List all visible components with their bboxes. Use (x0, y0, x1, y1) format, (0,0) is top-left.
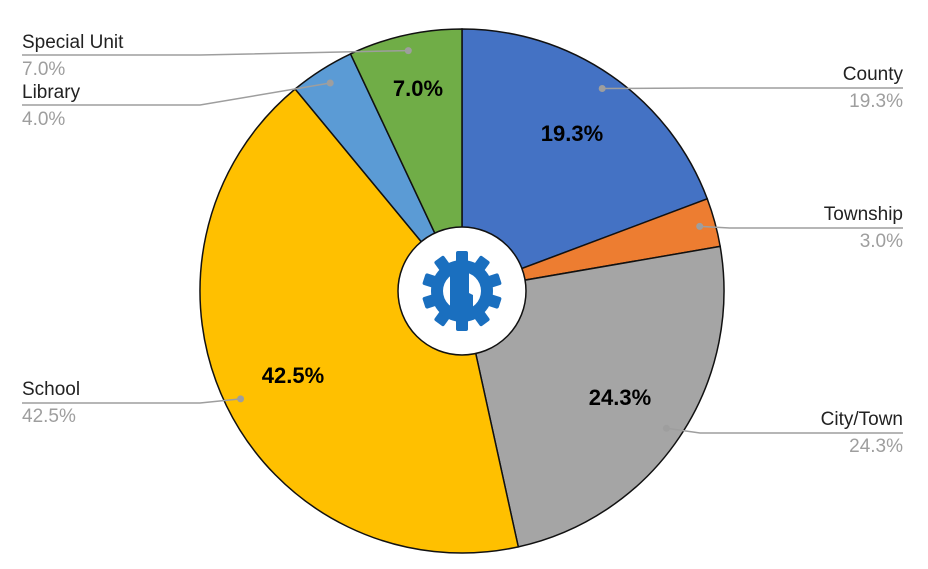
pie-slices (199, 28, 725, 554)
inner-label-special-unit: 7.0% (393, 76, 443, 101)
label-school: School (22, 379, 80, 400)
leader-lines (22, 47, 903, 434)
leader-dot-school (237, 395, 245, 403)
label-city-town-pct: 24.3% (849, 436, 903, 457)
leader-line-special-unit (22, 49, 409, 56)
leader-dot-city-town (662, 424, 670, 432)
leader-line-city-town (666, 427, 903, 434)
leader-dot-township (696, 222, 704, 230)
label-library-pct: 4.0% (22, 109, 65, 130)
label-library: Library (22, 82, 81, 103)
donut-center (397, 226, 527, 356)
label-township: Township (824, 204, 903, 225)
label-school-pct: 42.5% (22, 406, 76, 427)
label-city-town: City/Town (821, 409, 903, 430)
leader-line-school (22, 398, 241, 404)
leader-dot-special-unit (404, 47, 412, 55)
outer-labels: County 19.3% Township 3.0% City/Town 24.… (22, 32, 903, 457)
leader-dot-library (326, 79, 334, 87)
slice-school (199, 87, 520, 554)
slice-special-unit (349, 28, 463, 292)
inner-labels: 19.3% 24.3% 42.5% 7.0% (262, 76, 651, 410)
inner-label-city-town: 24.3% (589, 385, 651, 410)
label-county: County (843, 64, 904, 85)
leader-dot-county (598, 85, 606, 92)
leader-line-township (699, 225, 903, 229)
label-township-pct: 3.0% (860, 231, 903, 252)
slice-city-town (461, 245, 725, 548)
slice-county (461, 28, 709, 293)
label-county-pct: 19.3% (849, 91, 903, 112)
indiana-gear-logo-icon (422, 251, 502, 331)
inner-label-county: 19.3% (541, 121, 603, 146)
leader-line-library (22, 82, 331, 106)
leader-line-county (602, 87, 903, 90)
label-special-unit-pct: 7.0% (22, 59, 65, 80)
label-special-unit: Special Unit (22, 32, 124, 53)
inner-label-school: 42.5% (262, 363, 324, 388)
